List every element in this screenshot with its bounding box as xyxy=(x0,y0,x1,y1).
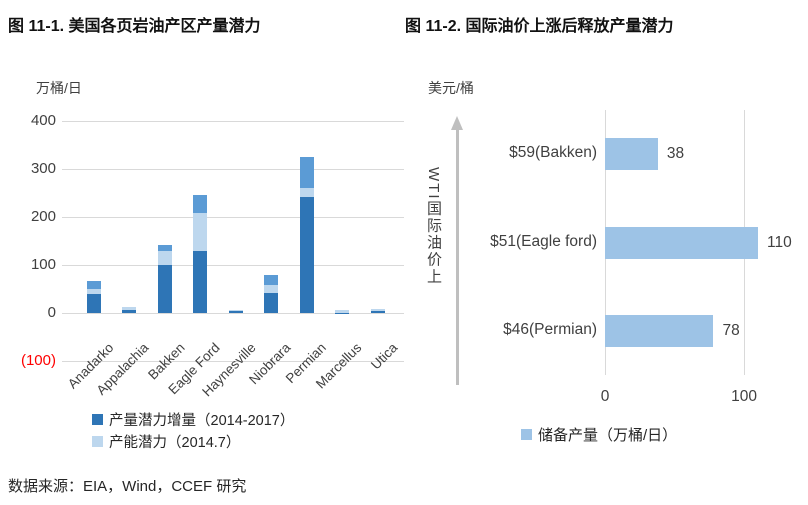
bar-segment xyxy=(264,275,279,286)
legend-swatch-light-blue xyxy=(521,429,532,440)
bar-segment xyxy=(86,280,101,289)
legend-label: 产能潜力（2014.7） xyxy=(109,435,241,451)
bar-segment xyxy=(228,310,243,312)
y-axis-tick-label: 200 xyxy=(30,208,56,225)
horizontal-bar xyxy=(605,226,758,259)
category-label: $46(Permian) xyxy=(503,320,597,338)
left-legend-item-2: 产能潜力（2014.7） xyxy=(92,431,240,452)
bar-segment xyxy=(193,213,208,251)
x-axis-tick-label: 0 xyxy=(600,388,610,405)
horizontal-bar xyxy=(605,138,658,171)
right-legend-item: 储备产量（万桶/日） xyxy=(521,424,677,445)
bar-segment xyxy=(86,289,101,294)
bar-segment xyxy=(157,265,172,313)
bar-segment xyxy=(193,194,208,214)
gridline xyxy=(62,265,404,266)
bar-segment xyxy=(228,311,243,313)
bar-value-label: 78 xyxy=(722,321,740,339)
y-axis-tick-label: 300 xyxy=(30,160,56,177)
left-legend-item-1: 产量潜力增量（2014-2017） xyxy=(92,409,294,430)
shale-regions-chart-panel: 图 11-1. 美国各页岩油产区产量潜力 万桶/日 产量潜力增量（2014-20… xyxy=(8,18,404,495)
bar-segment xyxy=(122,306,137,310)
category-label: $59(Bakken) xyxy=(509,144,597,162)
bar-segment xyxy=(264,292,279,313)
y-axis-tick-label: (100) xyxy=(20,352,56,369)
legend-label: 产量潜力增量（2014-2017） xyxy=(109,413,295,429)
left-chart-unit-label: 万桶/日 xyxy=(36,80,82,96)
oil-price-chart-panel: 图 11-2. 国际油价上涨后释放产量潜力 美元/桶 WTI国际油价上 38 11… xyxy=(404,0,808,505)
bar-segment xyxy=(122,309,137,313)
bar-segment xyxy=(299,157,314,188)
horizontal-bar xyxy=(605,314,714,347)
bar-segment xyxy=(157,244,172,251)
right-chart-plot-area: 38 110 78 xyxy=(605,110,792,375)
wti-price-axis-label: WTI国际油价上 xyxy=(425,167,442,286)
bar-segment xyxy=(157,250,172,265)
left-chart-title: 图 11-1. 美国各页岩油产区产量潜力 xyxy=(8,18,261,35)
gridline xyxy=(62,361,404,362)
y-axis-tick-label: 100 xyxy=(30,256,56,273)
bar-segment xyxy=(370,309,385,312)
bar-segment xyxy=(335,309,350,313)
bar-segment xyxy=(264,285,279,293)
right-chart-title: 图 11-2. 国际油价上涨后释放产量潜力 xyxy=(405,18,674,35)
legend-swatch-pale-blue xyxy=(92,436,103,447)
category-label: $51(Eagle ford) xyxy=(490,232,597,250)
up-arrow-shaft xyxy=(456,129,459,385)
bar-segment xyxy=(193,250,208,313)
bar-value-label: 110 xyxy=(767,233,792,251)
x-axis-tick-label: 100 xyxy=(731,388,758,405)
legend-swatch-dark-blue xyxy=(92,414,103,425)
right-chart-unit-label: 美元/桶 xyxy=(428,80,474,96)
bar-segment xyxy=(370,311,385,313)
up-arrow-icon xyxy=(451,116,463,130)
gridline xyxy=(62,313,404,314)
gridline xyxy=(62,121,404,122)
bar-segment xyxy=(86,293,101,313)
legend-label: 储备产量（万桶/日） xyxy=(538,427,678,444)
y-axis-tick-label: 400 xyxy=(30,112,56,129)
bar-value-label: 38 xyxy=(666,145,685,163)
source-note: 数据来源：EIA，Wind，CCEF 研究 xyxy=(8,478,247,495)
y-axis-tick-label: 0 xyxy=(47,304,56,321)
bar-segment xyxy=(299,187,314,197)
left-chart-plot-area xyxy=(62,121,404,362)
gridline xyxy=(62,169,404,170)
gridline xyxy=(62,217,404,218)
bar-segment xyxy=(299,196,314,313)
